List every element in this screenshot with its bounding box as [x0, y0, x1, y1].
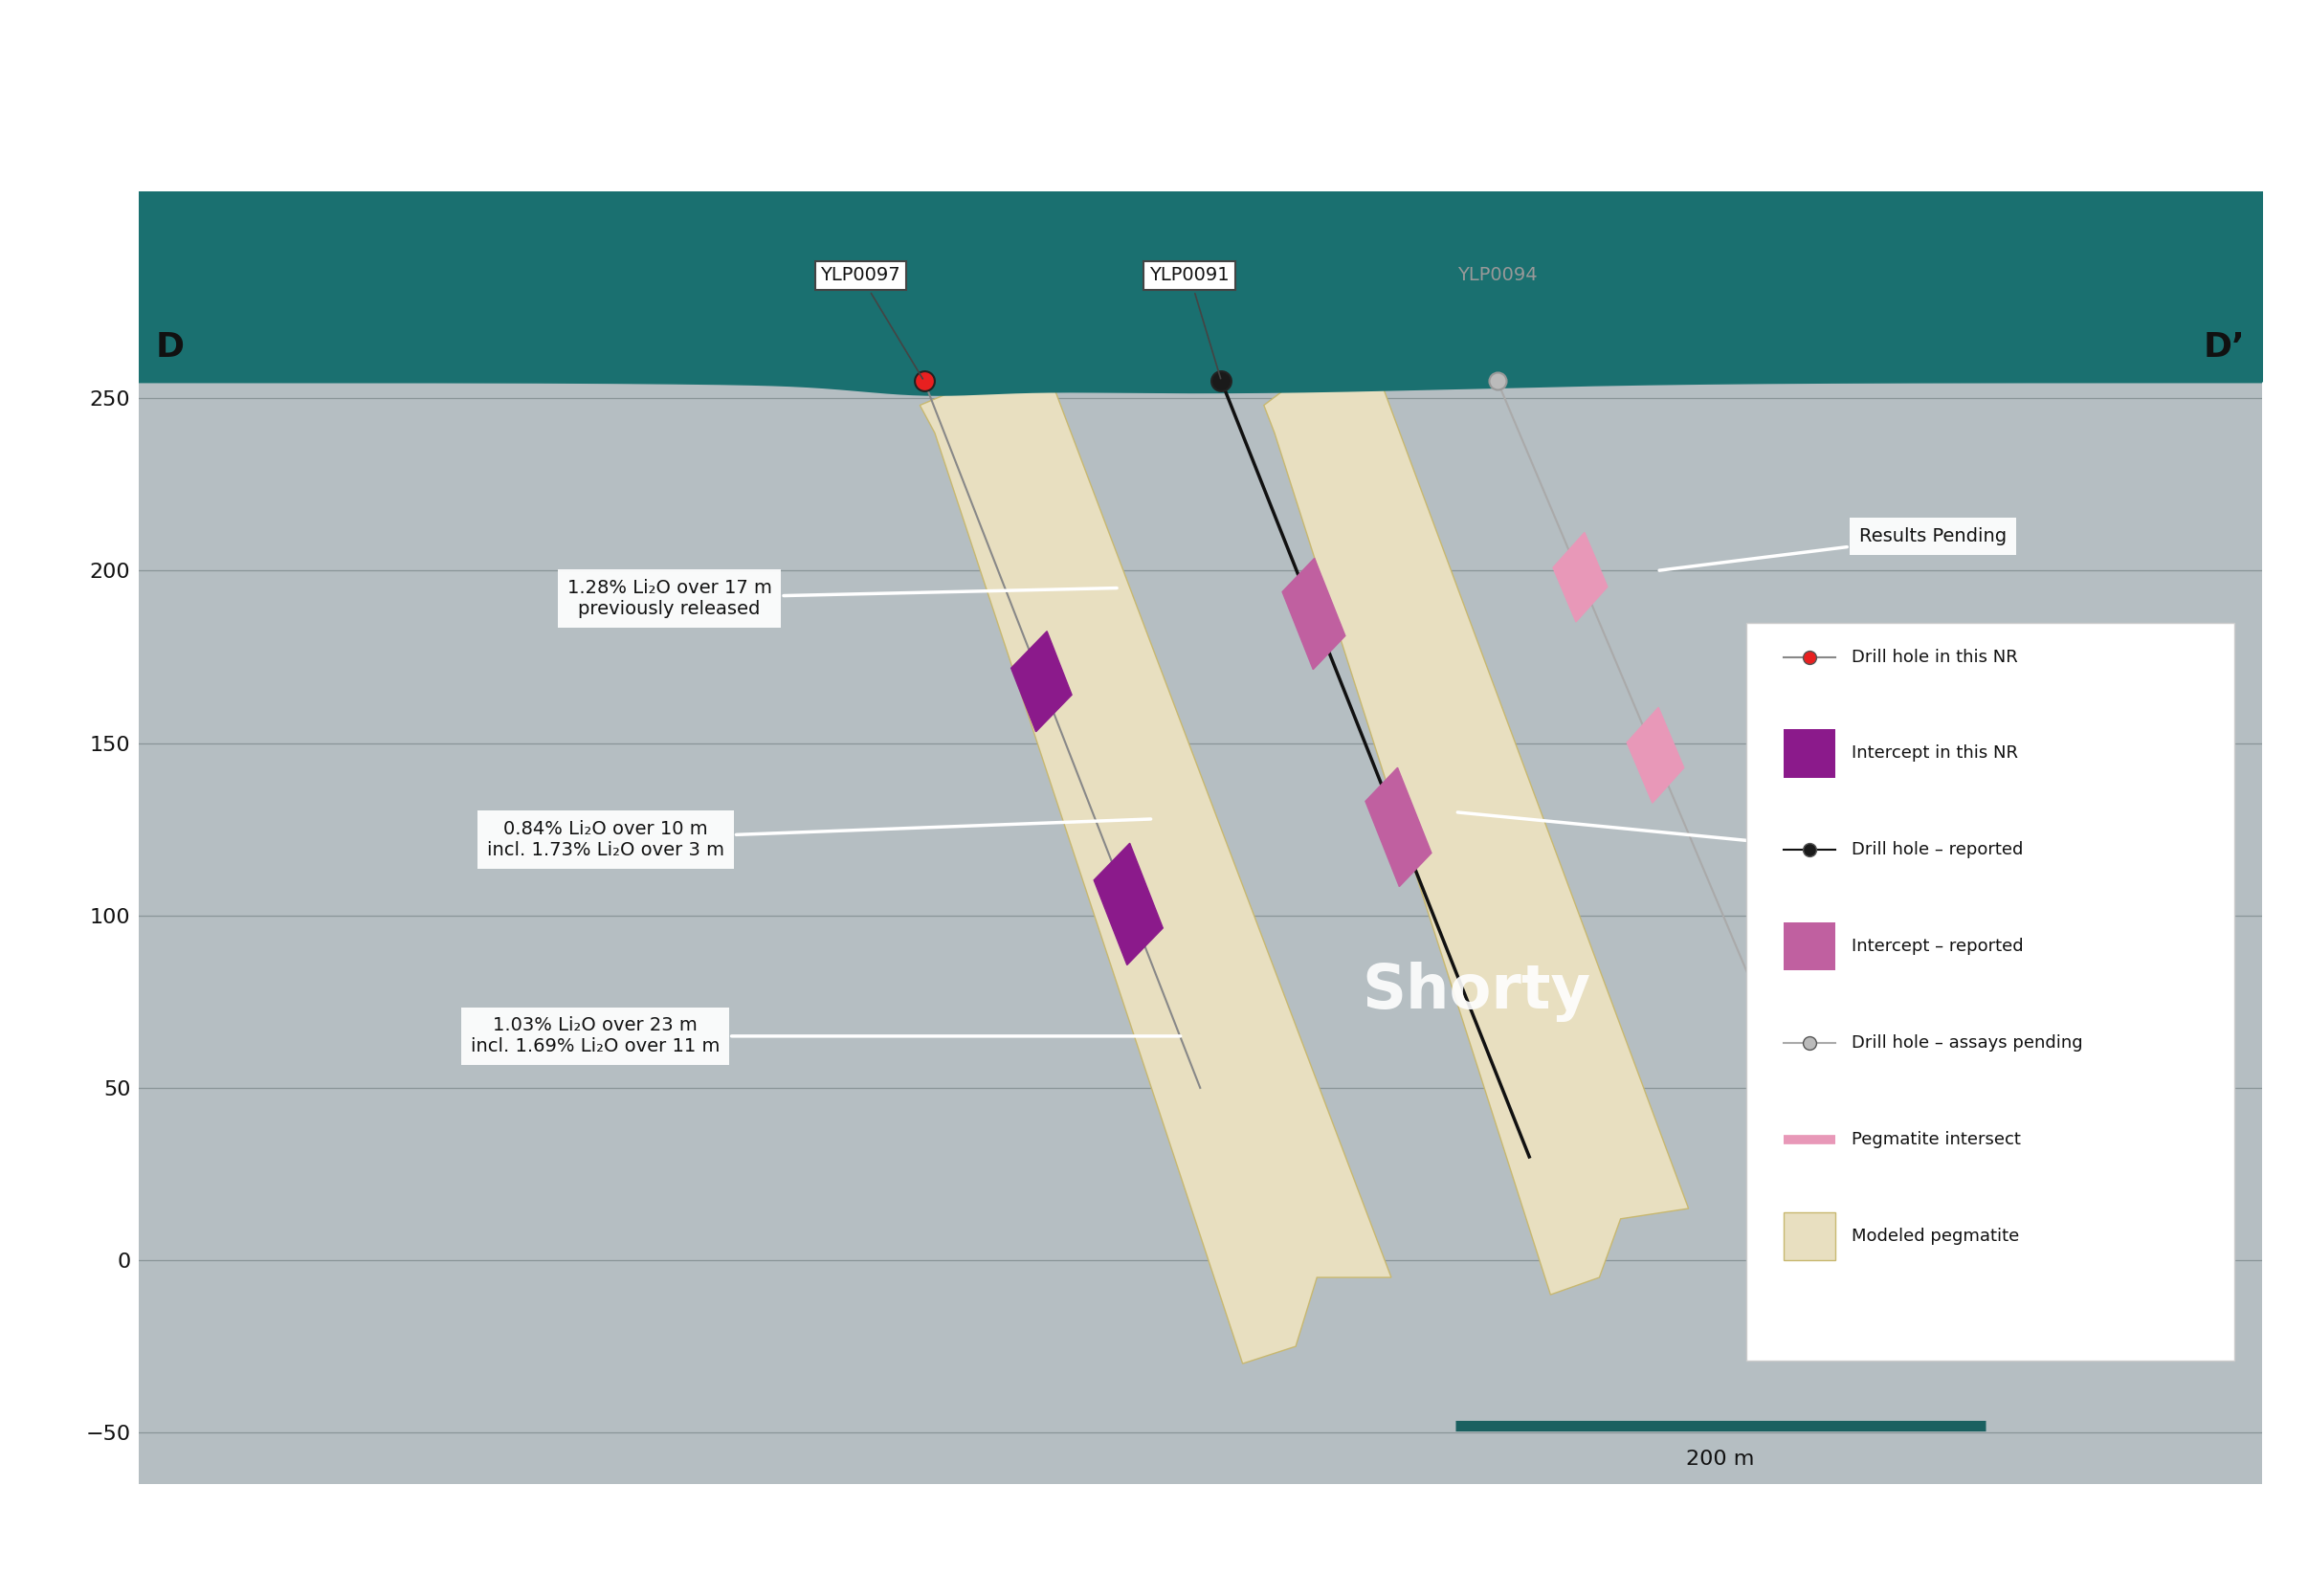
- Text: YLP0094: YLP0094: [1456, 267, 1537, 284]
- Polygon shape: [1553, 533, 1606, 622]
- Text: Shorty: Shorty: [1362, 961, 1590, 1021]
- Polygon shape: [1265, 381, 1689, 1294]
- Text: Intercept in this NR: Intercept in this NR: [1851, 745, 2020, 761]
- Text: SE: SE: [2174, 228, 2246, 278]
- Text: NW: NW: [155, 228, 254, 278]
- Text: Intercept – reported: Intercept – reported: [1851, 938, 2024, 954]
- Text: 1.03% Li₂O over 23 m
incl. 1.69% Li₂O over 11 m: 1.03% Li₂O over 23 m incl. 1.69% Li₂O ov…: [471, 1017, 1179, 1055]
- Polygon shape: [1094, 843, 1163, 966]
- Text: Pegmatite intersect: Pegmatite intersect: [1851, 1132, 2022, 1148]
- Text: YLP0097: YLP0097: [819, 267, 923, 378]
- Text: Drill hole – assays pending: Drill hole – assays pending: [1851, 1034, 2084, 1052]
- Polygon shape: [1366, 768, 1431, 887]
- Text: Drill hole – reported: Drill hole – reported: [1851, 841, 2024, 859]
- Bar: [1784, 922, 1835, 970]
- Text: 200 m: 200 m: [1687, 1449, 1754, 1468]
- Polygon shape: [1627, 707, 1685, 803]
- Text: Drill hole in this NR: Drill hole in this NR: [1851, 648, 2017, 666]
- Text: D: D: [155, 332, 185, 364]
- Text: YLP0091: YLP0091: [1149, 267, 1230, 378]
- Text: D’: D’: [2204, 332, 2246, 364]
- Bar: [1784, 1211, 1835, 1261]
- Text: 1.28% Li₂O over 17 m
previously released: 1.28% Li₂O over 17 m previously released: [568, 579, 1117, 618]
- Polygon shape: [921, 381, 1392, 1363]
- Text: 1.01% Li₂O over 16 m
incl. 1.55% Li₂O over 5 m
previously released: 1.01% Li₂O over 16 m incl. 1.55% Li₂O ov…: [1459, 812, 1999, 884]
- Bar: [1784, 729, 1835, 777]
- Polygon shape: [1011, 630, 1071, 731]
- Text: Results Pending: Results Pending: [1659, 527, 2006, 570]
- Polygon shape: [1283, 559, 1346, 669]
- Text: Modeled pegmatite: Modeled pegmatite: [1851, 1227, 2020, 1245]
- Text: 0.84% Li₂O over 10 m
incl. 1.73% Li₂O over 3 m: 0.84% Li₂O over 10 m incl. 1.73% Li₂O ov…: [487, 819, 1152, 859]
- FancyBboxPatch shape: [1745, 622, 2234, 1360]
